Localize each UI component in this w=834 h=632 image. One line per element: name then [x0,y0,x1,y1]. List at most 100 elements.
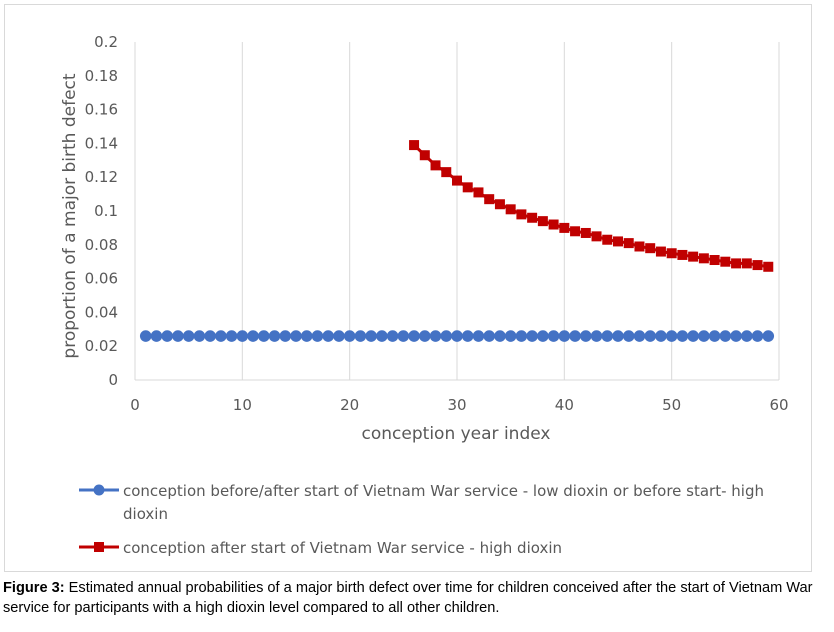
data-point-low-dioxin [150,330,163,342]
x-axis-title: conception year index [362,424,551,444]
legend-entry-low-dioxin: conception before/after start of Vietnam… [79,482,764,523]
x-tick-label: 60 [769,396,788,414]
data-point-high-dioxin [409,140,420,151]
data-point-high-dioxin [419,150,430,161]
data-point-high-dioxin [698,253,709,264]
y-axis-title: proportion of a major birth defect [60,73,80,358]
data-point-low-dioxin [386,330,399,342]
data-point-low-dioxin [708,330,721,342]
data-point-low-dioxin [483,330,496,342]
data-point-low-dioxin [676,330,689,342]
data-point-high-dioxin [570,226,581,237]
caption-label: Figure 3: [3,580,65,596]
x-tick-label: 10 [233,396,252,414]
data-point-low-dioxin [376,330,388,342]
data-point-high-dioxin [634,241,645,252]
data-point-low-dioxin [172,330,184,342]
data-point-high-dioxin [527,212,538,223]
y-tick-label: 0.08 [85,236,118,254]
data-point-high-dioxin [666,248,677,259]
x-tick-label: 20 [340,396,359,414]
data-point-high-dioxin [613,236,623,247]
data-point-low-dioxin [354,330,367,342]
data-point-low-dioxin [193,330,206,342]
data-point-low-dioxin [139,330,152,342]
data-point-high-dioxin [763,261,774,272]
data-point-low-dioxin [580,330,592,342]
data-point-low-dioxin [161,330,173,342]
data-point-high-dioxin [709,255,720,266]
data-point-high-dioxin [559,222,570,233]
data-point-low-dioxin [268,330,281,342]
data-point-high-dioxin [720,256,731,267]
data-point-low-dioxin [290,330,302,342]
data-point-high-dioxin [430,160,441,171]
x-tick-label: 0 [130,396,140,414]
data-point-high-dioxin [677,249,688,260]
data-point-high-dioxin [548,219,559,230]
data-point-low-dioxin [204,330,216,342]
caption-text: Estimated annual probabilities of a majo… [3,580,813,616]
data-point-high-dioxin [623,238,634,249]
y-tick-label: 0.04 [85,303,118,321]
data-point-low-dioxin [461,330,474,342]
y-tick-label: 0.1 [94,202,118,220]
data-point-low-dioxin [419,330,431,342]
data-point-low-dioxin [236,330,249,342]
data-point-low-dioxin [258,330,270,342]
y-tick-label: 0.06 [85,270,118,288]
data-point-low-dioxin [633,330,646,342]
data-point-high-dioxin [580,227,591,238]
data-point-low-dioxin [343,330,356,342]
data-point-low-dioxin [590,330,603,342]
data-point-high-dioxin [602,234,613,245]
data-point-low-dioxin [279,330,292,342]
axes: 0 10 20 30 40 50 60 0 0.02 0.04 0.06 0.08 0.1 0.12 0.1… [85,33,789,414]
data-point-high-dioxin [494,199,505,210]
data-point-low-dioxin [762,330,775,342]
data-point-high-dioxin [462,182,473,193]
data-point-low-dioxin [558,330,571,342]
y-tick-label: 0.02 [85,337,118,355]
data-point-low-dioxin [741,330,753,342]
data-point-low-dioxin [182,330,195,342]
data-point-low-dioxin [612,330,624,342]
figure-caption: Figure 3: Estimated annual probabilities… [3,578,829,618]
data-point-low-dioxin [247,330,259,342]
data-point-low-dioxin [719,330,732,342]
data-point-high-dioxin [452,175,462,186]
data-point-low-dioxin [504,330,517,342]
data-point-low-dioxin [322,330,335,342]
y-tick-label: 0.18 [85,67,118,85]
data-point-low-dioxin [751,330,764,342]
y-tick-label: 0.16 [85,101,118,119]
data-point-low-dioxin [698,330,710,342]
series-line-high-dioxin [413,143,769,269]
y-tick-label: 0.14 [85,134,118,152]
data-point-high-dioxin [537,216,548,227]
data-point-low-dioxin [472,330,485,342]
data-point-low-dioxin [397,330,410,342]
data-point-high-dioxin [516,209,527,220]
data-point-low-dioxin [515,330,528,342]
legend-marker-circle [93,484,105,496]
x-tick-label: 50 [662,396,681,414]
data-point-low-dioxin [225,330,238,342]
legend-marker-square [94,542,104,552]
data-point-high-dioxin [741,258,752,269]
data-point-low-dioxin [644,330,656,342]
data-point-high-dioxin [441,167,452,178]
data-point-high-dioxin [752,260,763,271]
data-point-low-dioxin [494,330,506,342]
data-point-high-dioxin [645,243,656,254]
data-point-low-dioxin [451,330,463,342]
data-point-high-dioxin [484,194,495,205]
x-tick-label: 30 [447,396,466,414]
data-point-low-dioxin [526,330,538,342]
data-point-low-dioxin [365,330,377,342]
data-point-low-dioxin [440,330,453,342]
legend-entry-high-dioxin: conception after start of Vietnam War se… [79,539,562,557]
data-point-low-dioxin [547,330,560,342]
data-point-high-dioxin [655,246,666,257]
data-point-low-dioxin [655,330,667,342]
